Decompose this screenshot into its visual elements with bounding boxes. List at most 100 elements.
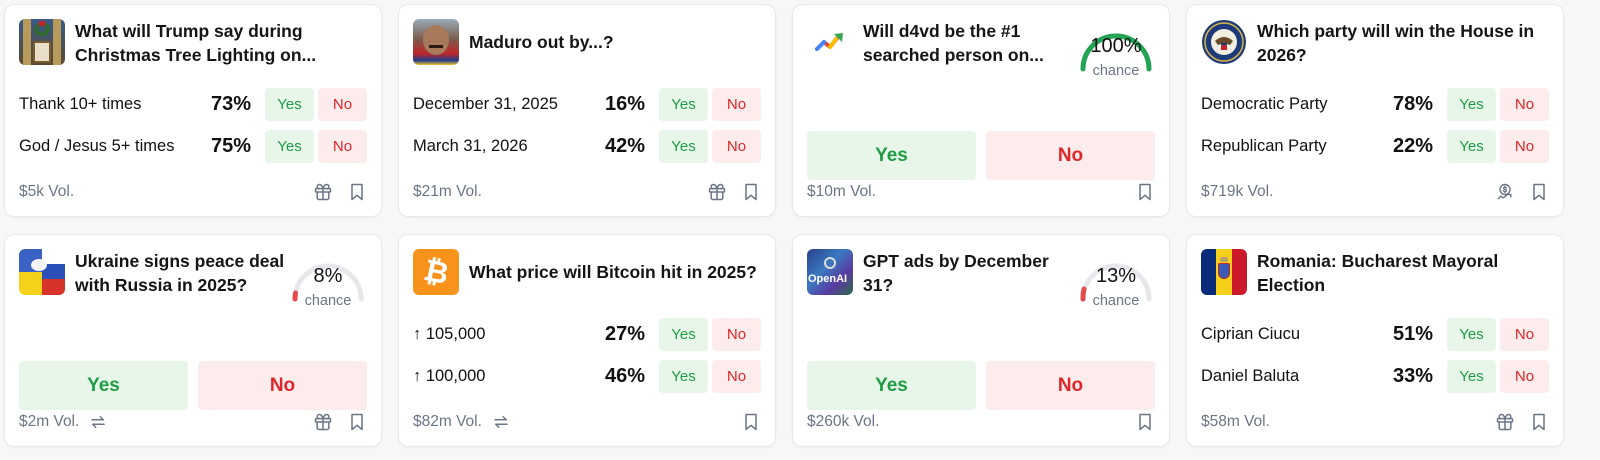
buy-yes-button[interactable]: Yes [1447,129,1496,163]
volume-label: $10m Vol. [807,183,876,200]
buy-no-button[interactable]: No [1500,359,1549,393]
market-card[interactable]: ₿ What price will Bitcoin hit in 2025? ↑… [398,234,776,447]
google-trends-icon [807,19,853,65]
market-title[interactable]: What will Trump say during Christmas Tre… [75,21,317,65]
market-card[interactable]: Ukraine signs peace deal with Russia in … [4,234,382,447]
volume-label: $58m Vol. [1201,413,1270,430]
buy-no-button[interactable]: No [712,359,761,393]
market-title[interactable]: Maduro out by...? [469,32,614,52]
market-title[interactable]: Will d4vd be the #1 searched person on..… [863,21,1044,65]
outcome-percent: 75% [210,134,251,157]
outcome-row: December 31, 2025 16% Yes No [413,87,761,121]
outcome-label: ↑ 105,000 [413,324,486,343]
volume-label: $82m Vol. [413,413,482,430]
market-card[interactable]: Which party will win the House in 2026? … [1186,4,1564,217]
market-card[interactable]: Romania: Bucharest Mayoral Election Cipr… [1186,234,1564,447]
chance-gauge: 8% chance [289,245,367,315]
buy-yes-button[interactable]: Yes [659,87,708,121]
trump-christmas-image [19,19,65,65]
outcome-row: Democratic Party 78% Yes No [1201,87,1549,121]
buy-no-button[interactable]: No [986,361,1155,410]
outcome-label: Ciprian Ciucu [1201,324,1301,343]
bookmark-icon[interactable] [741,412,761,432]
market-card[interactable]: OpenAI GPT ads by December 31? 13% chanc… [792,234,1170,447]
recurring-icon [89,413,107,431]
openai-thumb-text: OpenAI [808,273,848,285]
buy-yes-button[interactable]: Yes [1447,317,1496,351]
buy-no-button[interactable]: No [986,131,1155,180]
buy-no-button[interactable]: No [1500,87,1549,121]
recurring-icon [492,413,510,431]
chance-value: 13% [1095,265,1137,287]
chance-gauge: 13% chance [1077,245,1155,315]
buy-yes-button[interactable]: Yes [807,361,976,410]
buy-no-button[interactable]: No [1500,317,1549,351]
gift-icon[interactable] [707,182,727,202]
bookmark-icon[interactable] [347,182,367,202]
market-title[interactable]: Ukraine signs peace deal with Russia in … [75,251,285,295]
outcome-label: December 31, 2025 [413,94,558,113]
volume-label: $5k Vol. [19,183,75,200]
buy-no-button[interactable]: No [712,87,761,121]
buy-no-button[interactable]: No [712,129,761,163]
buy-yes-button[interactable]: Yes [659,129,708,163]
buy-no-button[interactable]: No [318,129,367,163]
market-title[interactable]: Romania: Bucharest Mayoral Election [1257,251,1499,295]
outcome-label: ↑ 100,000 [413,366,486,385]
buy-yes-button[interactable]: Yes [19,361,188,410]
openai-image: OpenAI [807,249,853,295]
market-title[interactable]: What price will Bitcoin hit in 2025? [469,262,757,282]
bookmark-icon[interactable] [1529,412,1549,432]
chance-label: chance [1092,293,1140,309]
outcome-label: Thank 10+ times [19,94,142,113]
outcome-row: God / Jesus 5+ times 75% Yes No [19,129,367,163]
volume-label: $260k Vol. [807,413,880,430]
buy-yes-button[interactable]: Yes [265,87,314,121]
outcome-percent: 33% [1392,364,1433,387]
market-card[interactable]: Will d4vd be the #1 searched person on..… [792,4,1170,217]
outcome-percent: 46% [604,364,645,387]
maduro-image [413,19,459,65]
ukraine-russia-flag [19,249,65,295]
gift-icon[interactable] [1495,412,1515,432]
outcome-row: March 31, 2026 42% Yes No [413,129,761,163]
buy-yes-button[interactable]: Yes [265,129,314,163]
outcome-row: ↑ 105,000 27% Yes No [413,317,761,351]
bookmark-icon[interactable] [1135,412,1155,432]
outcome-percent: 42% [604,134,645,157]
buy-no-button[interactable]: No [318,87,367,121]
outcome-percent: 27% [604,322,645,345]
bookmark-icon[interactable] [1529,182,1549,202]
volume-label: $719k Vol. [1201,183,1274,200]
gift-icon[interactable] [313,412,333,432]
market-card[interactable]: Maduro out by...? December 31, 2025 16% … [398,4,776,217]
buy-yes-button[interactable]: Yes [807,131,976,180]
outcome-percent: 22% [1392,134,1433,157]
market-title[interactable]: GPT ads by December 31? [863,251,1049,295]
outcome-label: March 31, 2026 [413,136,528,155]
buy-yes-button[interactable]: Yes [659,359,708,393]
outcome-row: Ciprian Ciucu 51% Yes No [1201,317,1549,351]
market-title[interactable]: Which party will win the House in 2026? [1257,21,1535,65]
buy-no-button[interactable]: No [712,317,761,351]
outcome-label: Daniel Baluta [1201,366,1300,385]
markets-grid: What will Trump say during Christmas Tre… [4,4,1564,447]
buy-yes-button[interactable]: Yes [1447,87,1496,121]
volume-label: $2m Vol. [19,413,80,430]
outcome-percent: 51% [1392,322,1433,345]
gift-icon[interactable] [313,182,333,202]
bookmark-icon[interactable] [347,412,367,432]
buy-no-button[interactable]: No [1500,129,1549,163]
buy-no-button[interactable]: No [198,361,367,410]
bookmark-icon[interactable] [1135,182,1155,202]
volume-label: $21m Vol. [413,183,482,200]
outcome-row: Thank 10+ times 73% Yes No [19,87,367,121]
outcome-percent: 73% [210,92,251,115]
buy-yes-button[interactable]: Yes [659,317,708,351]
outcome-label: God / Jesus 5+ times [19,136,175,155]
rewards-icon[interactable] [1495,182,1515,202]
buy-yes-button[interactable]: Yes [1447,359,1496,393]
outcome-label: Republican Party [1201,136,1327,155]
market-card[interactable]: What will Trump say during Christmas Tre… [4,4,382,217]
bookmark-icon[interactable] [741,182,761,202]
